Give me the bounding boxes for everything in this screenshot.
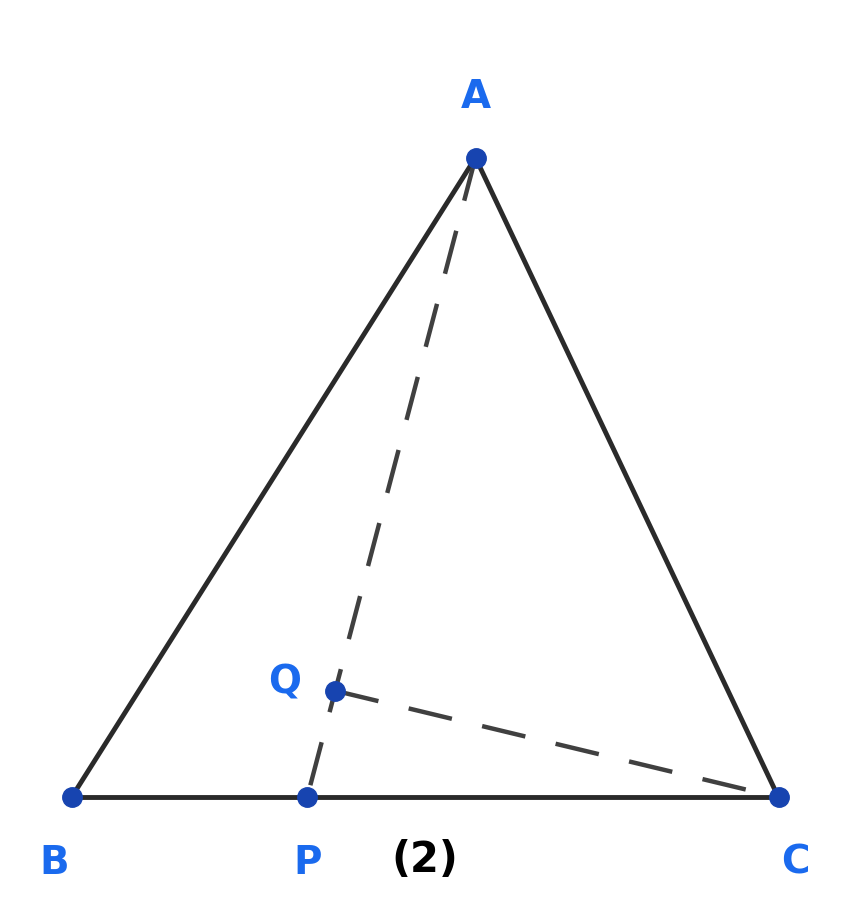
Text: P: P: [293, 844, 321, 882]
Text: A: A: [461, 78, 490, 116]
Text: B: B: [40, 844, 70, 882]
Text: Q: Q: [269, 664, 302, 701]
Text: C: C: [781, 844, 809, 882]
Text: (2): (2): [392, 839, 458, 881]
